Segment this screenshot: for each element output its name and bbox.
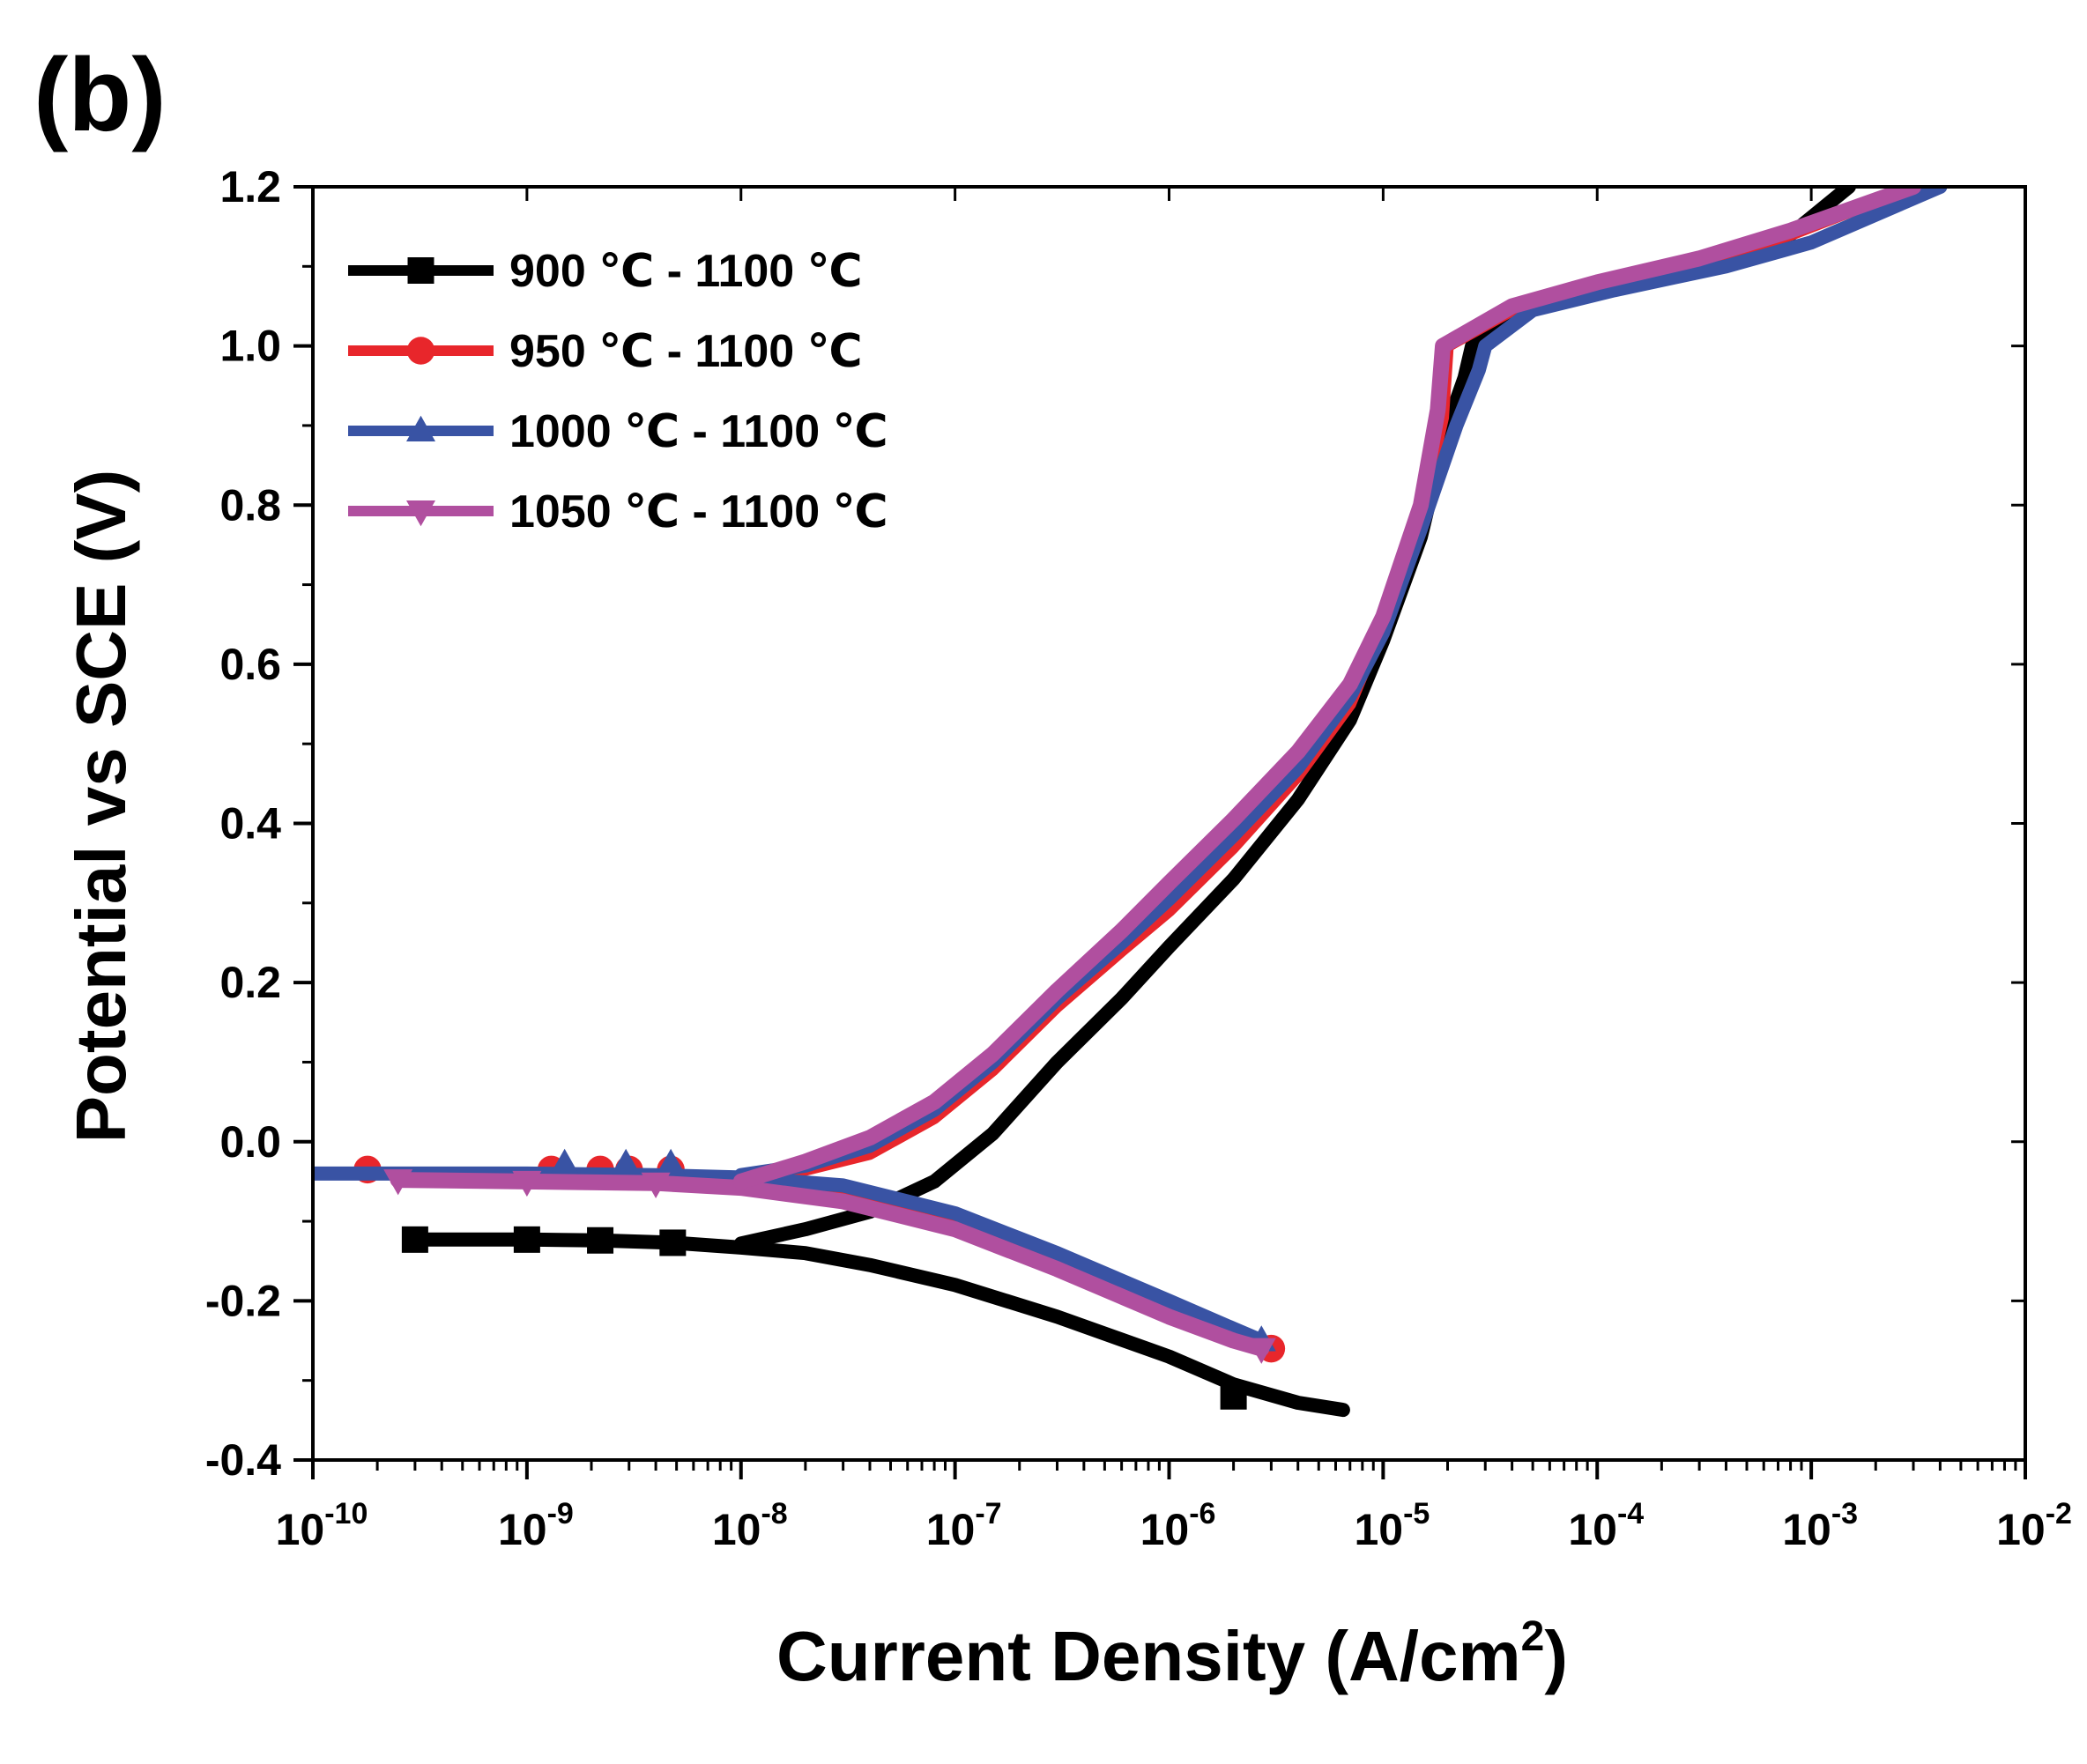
- series-0-marker-4: [1220, 1382, 1247, 1410]
- legend-marker-0: [407, 257, 434, 284]
- x-tick-label-6: 10-4: [1568, 1497, 1644, 1554]
- x-axis-title-superscript: 2: [1521, 1613, 1545, 1660]
- x-tick-exponent: -7: [975, 1497, 1001, 1531]
- legend-label-3: 1050 ℃ - 1100 ℃: [509, 486, 888, 537]
- x-tick-base: 10: [1782, 1505, 1831, 1554]
- y-tick-label-0: -0.4: [205, 1435, 281, 1485]
- x-tick-base: 10: [1140, 1505, 1190, 1554]
- y-tick-label-2: 0.0: [219, 1117, 281, 1167]
- x-tick-base: 10: [276, 1505, 325, 1554]
- legend-item-2: 1000 ℃ - 1100 ℃: [348, 406, 888, 457]
- series-3-marker-1: [512, 1170, 542, 1197]
- series-3: [383, 187, 1921, 1364]
- x-axis-title: Current Density (A/cm2): [776, 1613, 1568, 1695]
- x-tick-exponent: -6: [1189, 1497, 1215, 1531]
- series-2-marker-2: [656, 1148, 686, 1175]
- y-axis-title: Potential vs SCE (V): [62, 470, 140, 1144]
- x-tick-exponent: -5: [1403, 1497, 1430, 1531]
- series-3-marker-3: [1246, 1338, 1276, 1364]
- legend-item-3: 1050 ℃ - 1100 ℃: [348, 486, 888, 537]
- x-tick-label-3: 10-7: [926, 1497, 1002, 1554]
- legend-label-1: 950 ℃ - 1100 ℃: [509, 326, 863, 377]
- legend-label-0: 900 ℃ - 1100 ℃: [509, 246, 863, 297]
- axes-layer: [293, 185, 2027, 1479]
- x-tick-base: 10: [1996, 1505, 2046, 1554]
- x-axis-title-main: Current Density (A/cm: [776, 1617, 1521, 1695]
- x-tick-label-0: 10-10: [276, 1497, 368, 1554]
- y-tick-label-4: 0.4: [219, 799, 281, 849]
- series-layer: [313, 187, 1948, 1418]
- x-tick-label-7: 10-3: [1782, 1497, 1858, 1554]
- series-1-anodic-branch: [734, 187, 1920, 1182]
- series-0-anodic-branch: [733, 187, 1856, 1251]
- x-tick-label-4: 10-6: [1140, 1497, 1216, 1554]
- legend-item-1: 950 ℃ - 1100 ℃: [348, 326, 863, 377]
- series-3-cathodic-branch: [390, 1172, 1270, 1357]
- y-tick-label-1: -0.2: [205, 1276, 281, 1325]
- x-tick-base: 10: [498, 1505, 547, 1554]
- y-tick-label-6: 0.8: [219, 480, 281, 530]
- x-tick-base: 10: [926, 1505, 976, 1554]
- y-tick-label-7: 1.0: [219, 322, 281, 371]
- series-2-marker-1: [611, 1148, 641, 1175]
- x-tick-exponent: -3: [1831, 1497, 1858, 1531]
- y-tick-label-5: 0.6: [219, 640, 281, 689]
- series-2-anodic-branch: [733, 187, 1948, 1182]
- x-tick-label-1: 10-9: [498, 1497, 574, 1554]
- legend-marker-1: [406, 337, 435, 365]
- x-tick-base: 10: [712, 1505, 761, 1554]
- x-tick-exponent: -8: [761, 1497, 787, 1531]
- x-tick-label-2: 10-8: [712, 1497, 788, 1554]
- series-3-marker-0: [383, 1169, 413, 1196]
- legend: 900 ℃ - 1100 ℃ 950 ℃ - 1100 ℃ 1000 ℃ - 110…: [348, 246, 888, 537]
- legend-marker-3: [406, 500, 435, 527]
- series-0-marker-2: [587, 1227, 614, 1254]
- series-0-marker-0: [401, 1226, 428, 1253]
- x-tick-exponent: -10: [324, 1497, 368, 1531]
- x-tick-base: 10: [1354, 1505, 1403, 1554]
- series-3-anodic-branch: [732, 187, 1921, 1190]
- x-tick-label-5: 10-5: [1354, 1497, 1430, 1554]
- y-tick-label-8: 1.2: [219, 162, 281, 211]
- series-3-marker-2: [641, 1172, 671, 1198]
- legend-label-2: 1000 ℃ - 1100 ℃: [509, 406, 888, 457]
- legend-item-0: 900 ℃ - 1100 ℃: [348, 246, 863, 297]
- legend-marker-2: [406, 415, 435, 441]
- panel-label: (b): [33, 37, 167, 153]
- series-2-marker-0: [550, 1148, 580, 1175]
- x-axis-title-suffix: ): [1544, 1617, 1568, 1695]
- x-tick-label-8: 10-2: [1996, 1497, 2072, 1554]
- x-tick-exponent: -2: [2046, 1497, 2072, 1531]
- x-tick-exponent: -9: [547, 1497, 574, 1531]
- x-tick-base: 10: [1568, 1505, 1617, 1554]
- tick-labels: 10-10 10-9 10-8 10-7 10-6 10-5 10-4 10-3 10-2-0.…: [205, 162, 2072, 1554]
- x-tick-exponent: -4: [1617, 1497, 1644, 1531]
- plot-frame: [311, 185, 2027, 1462]
- y-tick-label-3: 0.2: [219, 958, 281, 1007]
- series-0-marker-1: [513, 1226, 540, 1253]
- series-0-marker-3: [659, 1229, 687, 1256]
